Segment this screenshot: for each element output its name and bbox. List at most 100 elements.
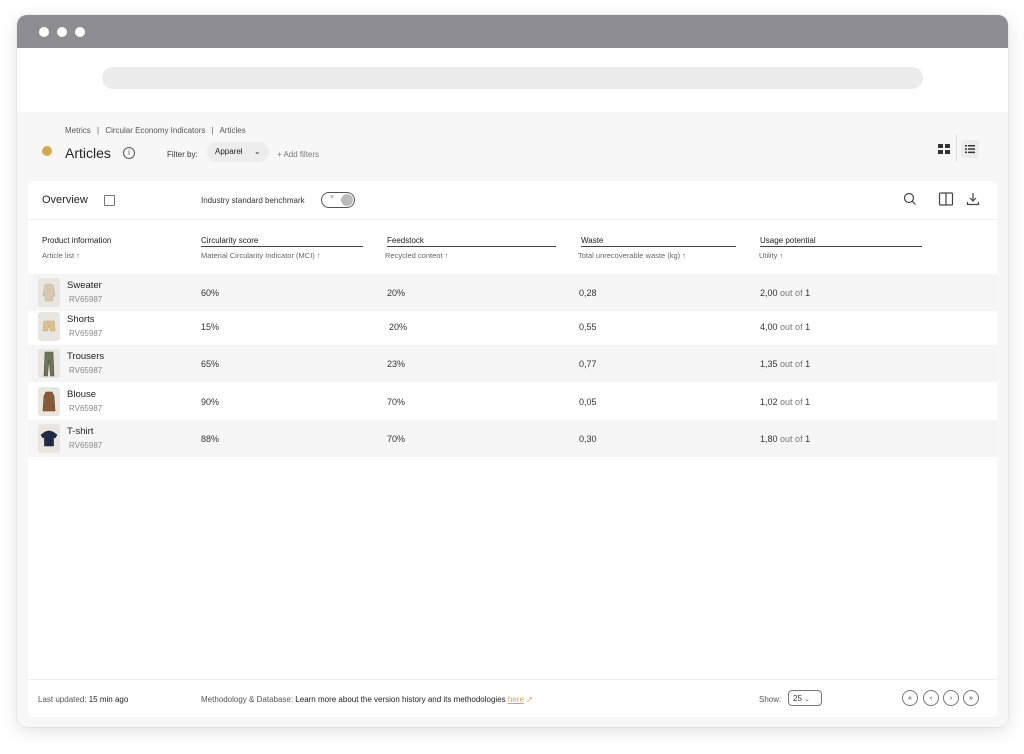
product-id: RV65987 xyxy=(69,329,103,338)
breadcrumb: Metrics | Circular Economy Indicators | … xyxy=(65,126,250,135)
product-thumbnail xyxy=(38,424,60,453)
toggle-off-glyph: × xyxy=(330,194,335,201)
utility-value: 1,02 out of 1 xyxy=(760,397,811,407)
browser-window: Metrics | Circular Economy Indicators | … xyxy=(17,15,1008,727)
table-row[interactable]: Sweater RV65987 60% 20% 0,28 2,00 out of… xyxy=(28,274,997,311)
benchmark-label: Industry standard benchmark xyxy=(201,196,305,205)
col-circularity-sort[interactable]: Material Circularity Indicator (MCI) ↑ xyxy=(201,251,321,260)
col-product-sort[interactable]: Article list ↑ xyxy=(42,251,80,260)
waste-value: 0,30 xyxy=(579,434,597,444)
next-page-button[interactable]: › xyxy=(943,690,959,706)
columns-icon[interactable] xyxy=(938,191,954,207)
window-minimize-dot[interactable] xyxy=(57,27,67,37)
external-link-icon[interactable]: ↗ xyxy=(526,695,533,704)
list-view-icon[interactable] xyxy=(961,140,979,158)
methodology-link[interactable]: here xyxy=(507,695,524,704)
col-feedstock-title: Feedstock xyxy=(387,236,556,247)
filter-select[interactable]: Apparel ⌄ xyxy=(207,142,269,162)
utility-value: 1,35 out of 1 xyxy=(760,359,811,369)
view-separator xyxy=(956,134,957,162)
table-row[interactable]: Blouse RV65987 90% 70% 0,05 1,02 out of … xyxy=(28,383,997,420)
download-icon[interactable] xyxy=(965,191,981,207)
calendar-icon[interactable] xyxy=(104,195,115,206)
product-id: RV65987 xyxy=(69,404,103,413)
page-header: Metrics | Circular Economy Indicators | … xyxy=(17,112,1008,182)
recycled-value: 70% xyxy=(387,397,406,407)
breadcrumb-separator: | xyxy=(211,126,214,135)
window-maximize-dot[interactable] xyxy=(75,27,85,37)
product-thumbnail xyxy=(38,387,60,416)
search-icon[interactable] xyxy=(902,191,918,207)
address-bar-area xyxy=(17,48,1008,112)
utility-value: 2,00 out of 1 xyxy=(760,288,811,298)
grid-view-icon[interactable] xyxy=(937,142,951,156)
overview-card: Overview Industry standard benchmark × xyxy=(28,181,997,717)
methodology-note: Methodology & Database: Learn more about… xyxy=(201,695,533,704)
table-footer: Last updated: 15 min ago Methodology & D… xyxy=(28,679,997,718)
title-bar xyxy=(17,15,1008,48)
recycled-value: 20% xyxy=(389,322,408,332)
show-label: Show: xyxy=(759,695,782,704)
breadcrumb-circular-economy[interactable]: Circular Economy Indicators xyxy=(105,126,206,135)
benchmark-toggle[interactable]: × xyxy=(321,192,355,208)
chevron-down-icon: ⌄ xyxy=(804,696,811,703)
prev-page-button[interactable]: ‹ xyxy=(923,690,939,706)
table-row[interactable]: T-shirt RV65987 88% 70% 0,30 1,80 out of… xyxy=(28,420,997,457)
col-feedstock-sort[interactable]: Recycled content ↑ xyxy=(385,251,449,260)
product-id: RV65987 xyxy=(69,441,103,450)
recycled-value: 20% xyxy=(387,288,406,298)
status-dot xyxy=(42,146,52,156)
mci-value: 65% xyxy=(201,359,220,369)
product-id: RV65987 xyxy=(69,366,103,375)
shorts-icon xyxy=(42,320,56,332)
add-filters-button[interactable]: + Add filters xyxy=(277,150,320,159)
recycled-value: 23% xyxy=(387,359,406,369)
chevron-down-icon: ⌄ xyxy=(253,147,261,156)
page-size-select[interactable]: 25 ⌄ xyxy=(788,690,822,706)
mci-value: 88% xyxy=(201,434,220,444)
recycled-value: 70% xyxy=(387,434,406,444)
utility-value: 4,00 out of 1 xyxy=(760,322,811,332)
mci-value: 90% xyxy=(201,397,220,407)
product-name: Sweater xyxy=(67,280,102,291)
first-page-button[interactable]: « xyxy=(902,690,918,706)
product-name: Trousers xyxy=(67,351,105,362)
product-thumbnail xyxy=(38,312,60,341)
breadcrumb-metrics[interactable]: Metrics xyxy=(65,126,91,135)
col-usage-sort[interactable]: Utility ↑ xyxy=(759,251,784,260)
waste-value: 0,55 xyxy=(579,322,597,332)
mci-value: 15% xyxy=(201,322,220,332)
table-row[interactable]: Trousers RV65987 65% 23% 0,77 1,35 out o… xyxy=(28,345,997,382)
breadcrumb-articles[interactable]: Articles xyxy=(219,126,246,135)
last-updated: Last updated: 15 min ago xyxy=(38,695,129,704)
col-usage-title: Usage potential xyxy=(760,236,922,247)
filter-label: Filter by: xyxy=(167,150,198,159)
col-waste-title: Waste xyxy=(581,236,736,247)
card-toolbar: Overview Industry standard benchmark × xyxy=(28,181,997,220)
sweater-icon xyxy=(42,283,56,302)
filter-value: Apparel xyxy=(215,147,243,156)
last-page-button[interactable]: » xyxy=(963,690,979,706)
product-thumbnail xyxy=(38,278,60,307)
blouse-icon xyxy=(42,391,56,412)
waste-value: 0,05 xyxy=(579,397,597,407)
mci-value: 60% xyxy=(201,288,220,298)
col-product-title: Product information xyxy=(42,236,112,245)
col-waste-sort[interactable]: Total unrecoverable waste (kg) ↑ xyxy=(578,251,686,260)
product-name: Blouse xyxy=(67,389,97,400)
info-icon[interactable]: i xyxy=(123,147,135,159)
col-circularity-title: Circularity score xyxy=(201,236,363,247)
waste-value: 0,77 xyxy=(579,359,597,369)
utility-value: 1,80 out of 1 xyxy=(760,434,811,444)
product-name: Shorts xyxy=(67,314,95,325)
product-id: RV65987 xyxy=(69,295,103,304)
table-row[interactable]: Shorts RV65987 15% 20% 0,55 4,00 out of … xyxy=(28,308,997,345)
product-thumbnail xyxy=(38,349,60,378)
overview-title: Overview xyxy=(42,194,88,206)
address-bar[interactable] xyxy=(102,67,923,89)
waste-value: 0,28 xyxy=(579,288,597,298)
window-close-dot[interactable] xyxy=(39,27,49,37)
trousers-icon xyxy=(43,351,55,377)
product-name: T-shirt xyxy=(67,426,94,437)
breadcrumb-separator: | xyxy=(97,126,100,135)
